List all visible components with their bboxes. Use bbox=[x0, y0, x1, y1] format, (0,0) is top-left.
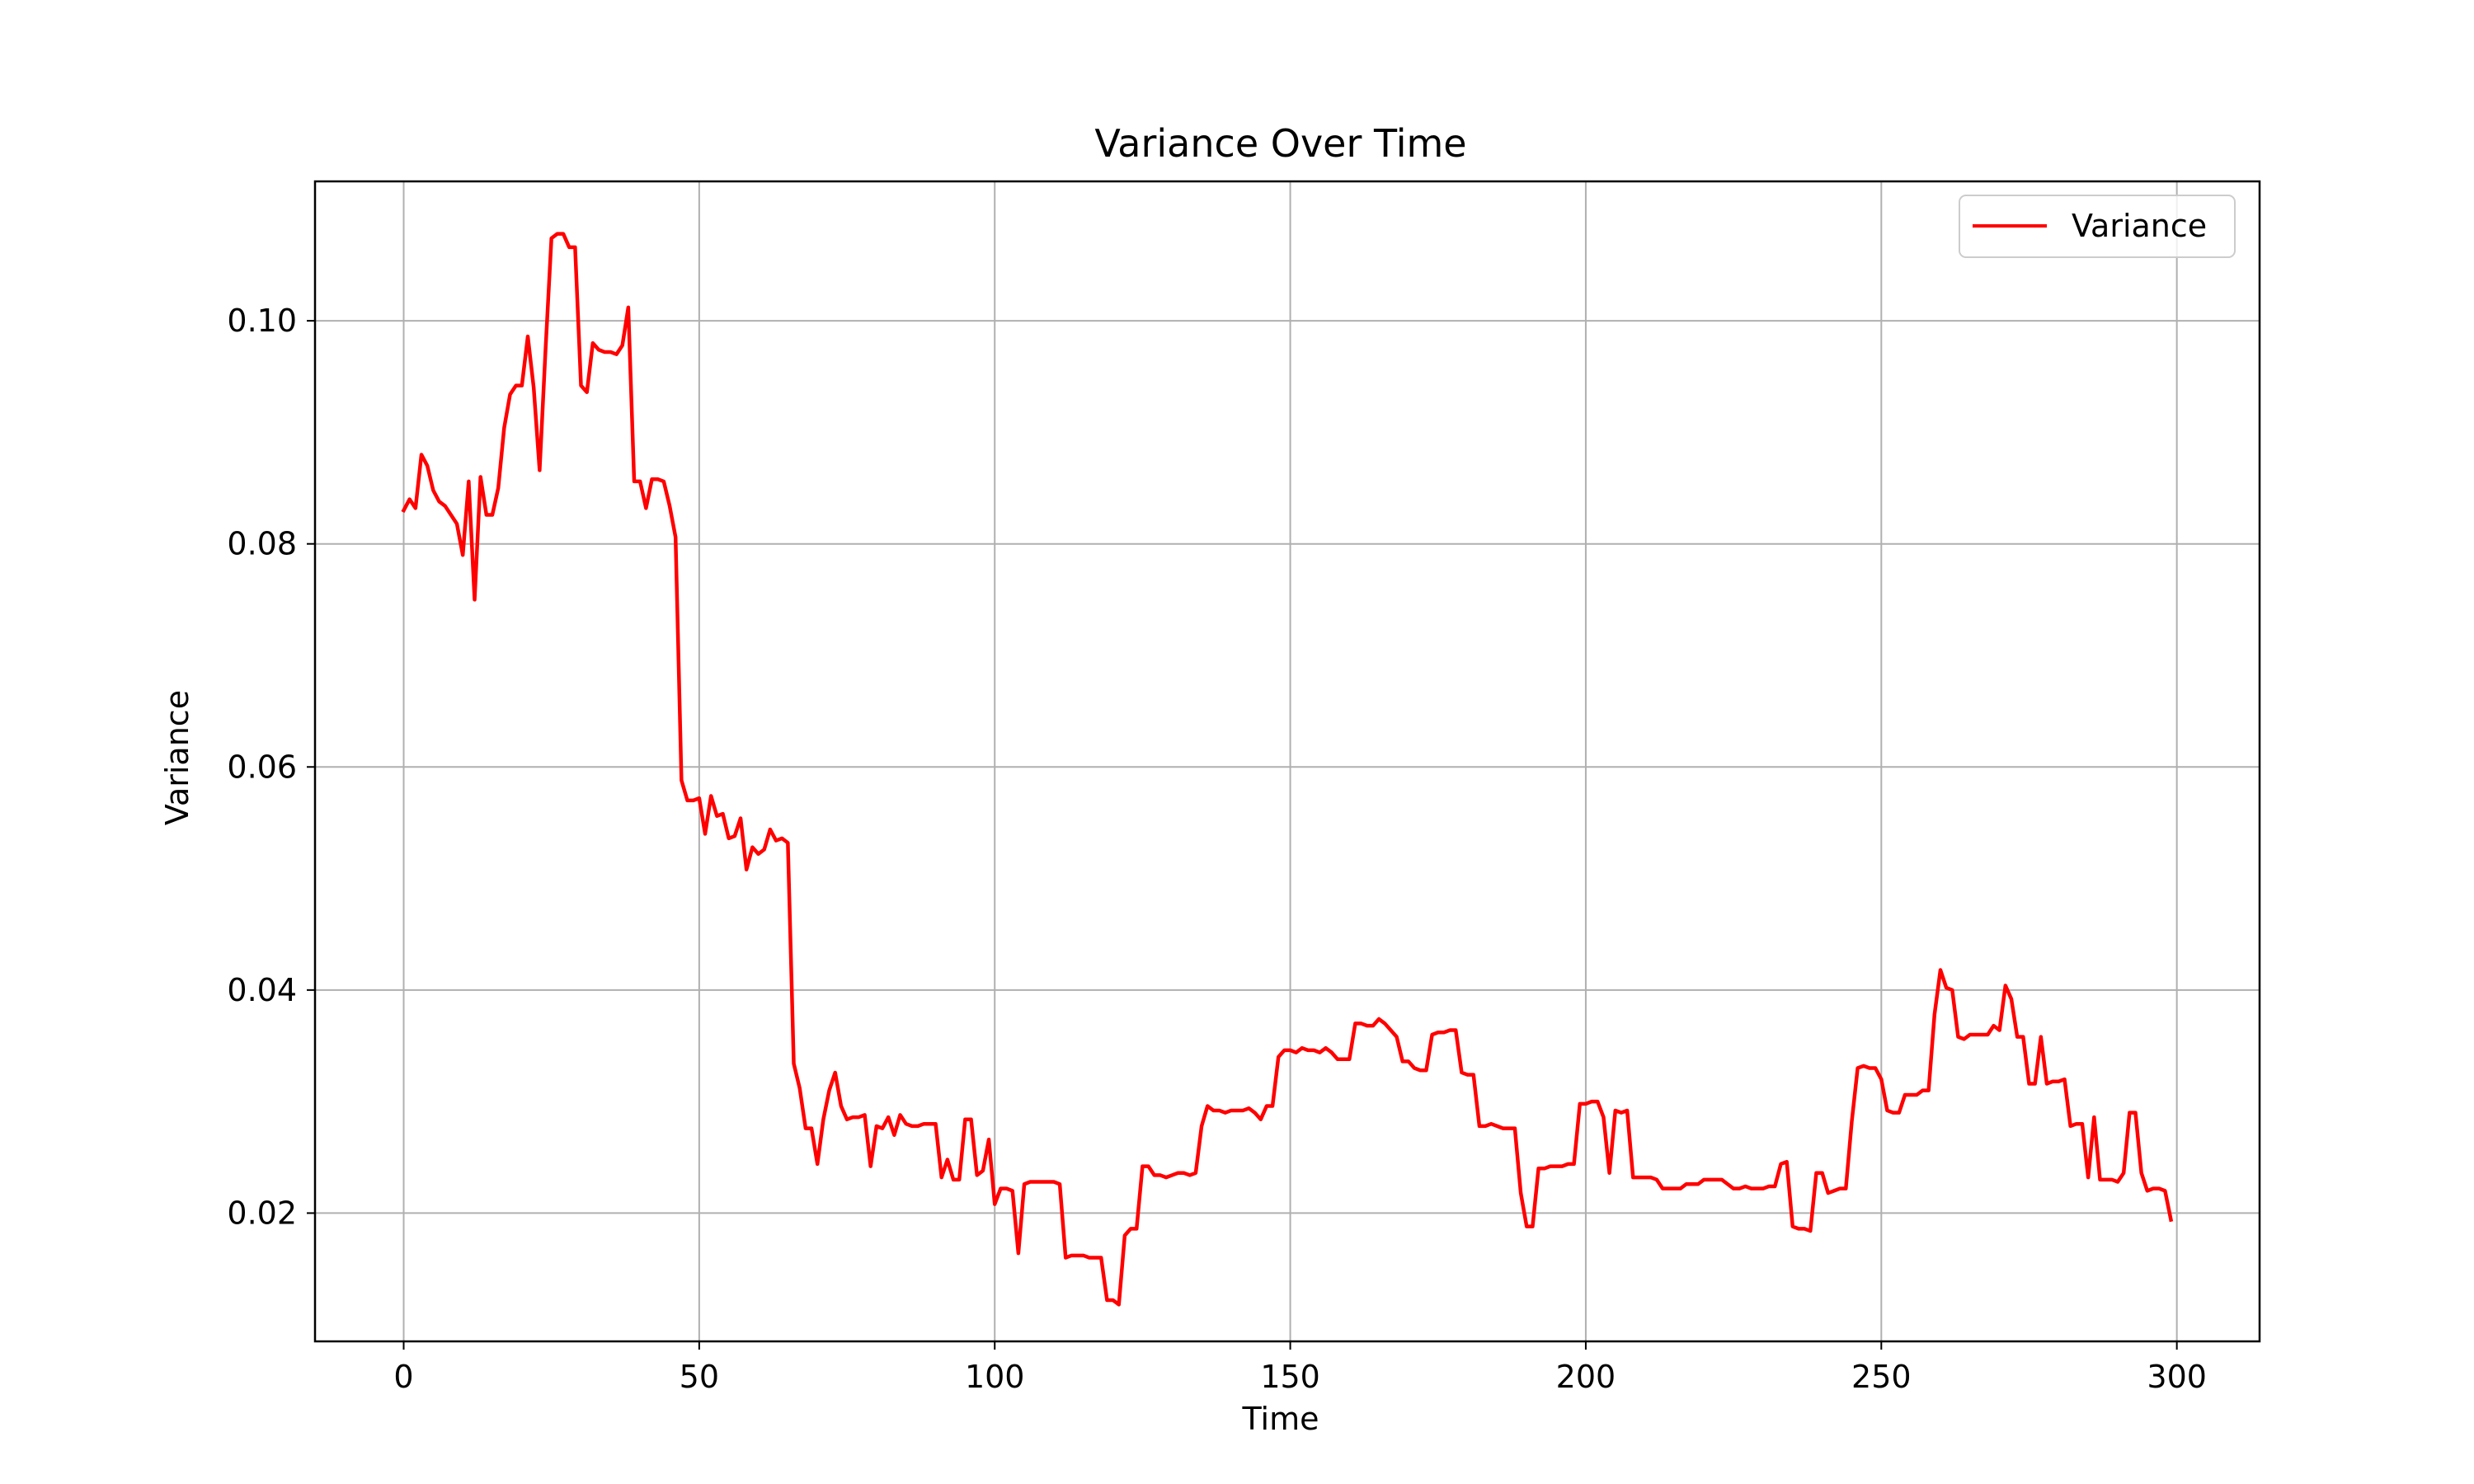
y-axis-ticks: 0.02 0.04 0.06 0.08 0.10 bbox=[227, 303, 315, 1231]
x-tick-label: 50 bbox=[680, 1359, 719, 1395]
x-tick-label: 250 bbox=[1851, 1359, 1912, 1395]
chart-title: Variance Over Time bbox=[1094, 121, 1466, 166]
legend: Variance bbox=[1959, 195, 2236, 258]
x-tick-label: 200 bbox=[1556, 1359, 1616, 1395]
series-line-variance bbox=[401, 232, 2174, 1307]
x-axis-ticks: 0 50 100 150 200 250 300 bbox=[393, 1341, 2207, 1395]
x-tick-label: 100 bbox=[965, 1359, 1025, 1395]
x-tick-label: 300 bbox=[2147, 1359, 2207, 1395]
y-axis-title: Variance bbox=[159, 690, 195, 825]
y-tick-label: 0.04 bbox=[227, 972, 297, 1008]
series-layer bbox=[401, 232, 2174, 1307]
x-axis-title: Time bbox=[1242, 1401, 1319, 1437]
plot-area-frame bbox=[313, 180, 2261, 1343]
legend-series-label: Variance bbox=[2072, 208, 2207, 244]
y-tick-label: 0.06 bbox=[227, 749, 297, 785]
legend-box bbox=[1959, 195, 2236, 258]
y-tick-label: 0.02 bbox=[227, 1195, 297, 1231]
x-tick-label: 0 bbox=[393, 1359, 413, 1395]
y-tick-label: 0.08 bbox=[227, 526, 297, 562]
grid-lines bbox=[315, 181, 2260, 1341]
x-tick-label: 150 bbox=[1260, 1359, 1320, 1395]
y-tick-label: 0.10 bbox=[227, 303, 297, 339]
